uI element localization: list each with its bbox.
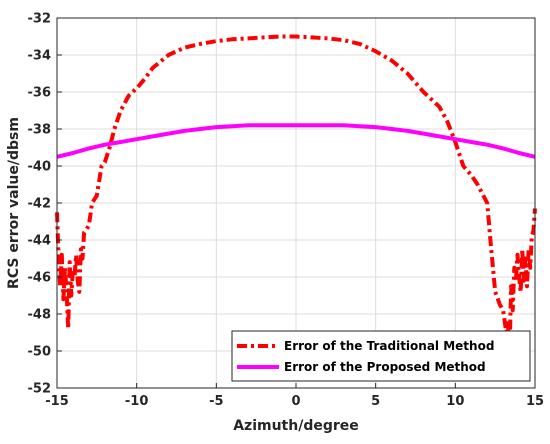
legend: Error of the Traditional Method Error of… [231,330,531,382]
x-tick-label: 15 [526,394,544,409]
y-tick-label: -50 [28,345,52,360]
y-tick-label: -48 [28,308,52,323]
x-tick-label: 10 [446,394,464,409]
y-tick-label: -46 [28,271,52,286]
y-tick-label: -38 [28,123,52,138]
x-axis-ticks: -15 -10 -5 0 5 10 15 [45,383,544,409]
x-tick-label: -5 [209,394,223,409]
x-tick-label: -15 [45,394,69,409]
y-tick-label: -40 [28,160,52,175]
y-axis-ticks: -52 -50 -48 -46 -44 -42 -40 -38 -36 -34 -32 [28,12,62,397]
legend-label-proposed: Error of the Proposed Method [284,360,486,374]
y-tick-label: -34 [28,49,52,64]
y-tick-label: -44 [28,234,52,249]
series-line-traditional [55,34,537,359]
legend-box [231,330,531,382]
x-tick-label: 5 [371,394,380,409]
y-tick-label: -42 [28,197,52,212]
x-axis-label: Azimuth/degree [233,418,359,434]
y-axis-label: RCS error value/dbsm [6,117,22,289]
x-tick-label: -10 [125,394,149,409]
x-tick-label: 0 [291,394,300,409]
series-group [55,34,537,359]
series-line-proposed [56,123,536,159]
y-tick-label: -36 [28,86,52,101]
y-tick-label: -32 [28,12,52,27]
legend-label-traditional: Error of the Traditional Method [284,339,494,353]
y-tick-label: -52 [28,382,52,397]
